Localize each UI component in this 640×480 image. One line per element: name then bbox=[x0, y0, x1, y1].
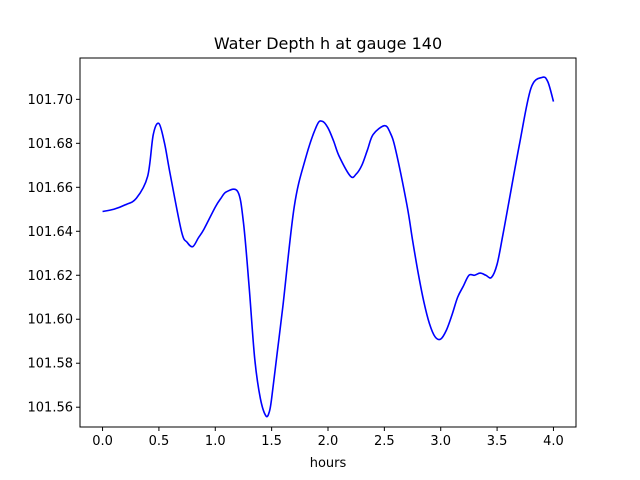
y-tick-label: 101.70 bbox=[28, 93, 74, 108]
x-axis-label: hours bbox=[310, 456, 347, 471]
x-tick-label: 2.0 bbox=[318, 434, 339, 449]
x-tick-label: 1.5 bbox=[261, 434, 282, 449]
y-axis-ticks: 101.56 101.58 101.60 101.62 101.64 101.66 101.… bbox=[28, 93, 80, 416]
chart-title: Water Depth h at gauge 140 bbox=[214, 34, 442, 53]
x-tick-label: 0.5 bbox=[149, 434, 170, 449]
y-tick-label: 101.64 bbox=[28, 225, 74, 240]
x-tick-label: 0.0 bbox=[92, 434, 113, 449]
series-line-0 bbox=[102, 76, 555, 418]
y-tick-label: 101.58 bbox=[28, 357, 74, 372]
series-layer bbox=[102, 76, 555, 418]
y-tick-label: 101.60 bbox=[28, 313, 74, 328]
x-tick-label: 3.0 bbox=[430, 434, 451, 449]
x-axis-ticks: 0.0 0.5 1.0 1.5 2.0 2.5 3.0 3.5 4.0 bbox=[92, 427, 564, 449]
y-tick-label: 101.62 bbox=[28, 269, 74, 284]
plot-frame bbox=[79, 57, 577, 428]
x-tick-label: 2.5 bbox=[374, 434, 395, 449]
y-tick-label: 101.56 bbox=[28, 401, 74, 416]
x-tick-label: 1.0 bbox=[205, 434, 226, 449]
x-tick-label: 3.5 bbox=[487, 434, 508, 449]
x-tick-label: 4.0 bbox=[543, 434, 564, 449]
y-tick-label: 101.68 bbox=[28, 137, 74, 152]
y-tick-label: 101.66 bbox=[28, 181, 74, 196]
